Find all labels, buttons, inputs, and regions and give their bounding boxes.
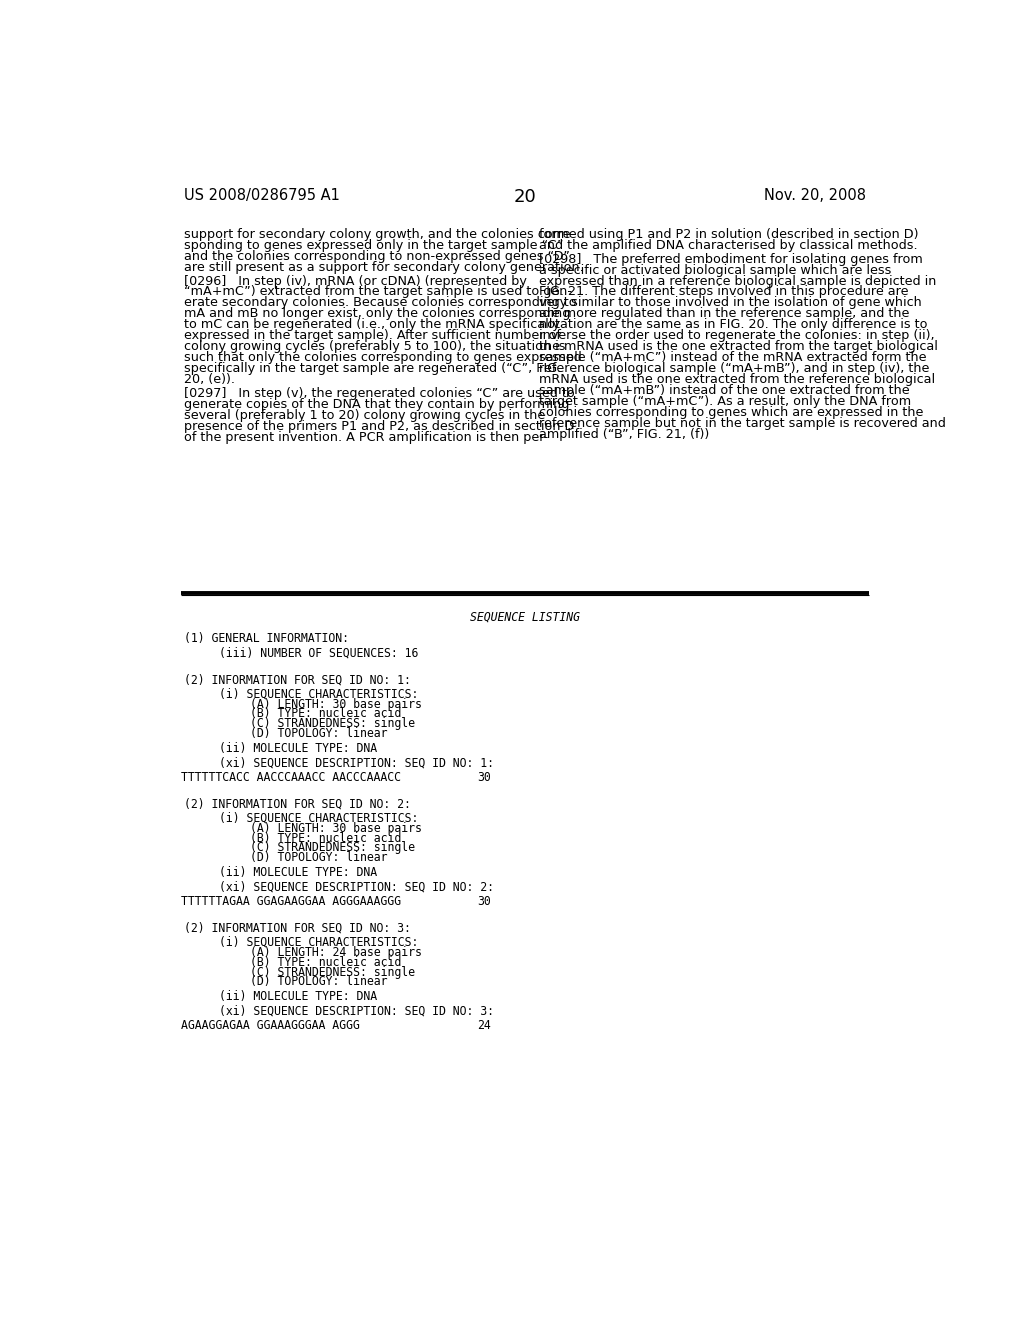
Text: (ii) MOLECULE TYPE: DNA: (ii) MOLECULE TYPE: DNA [219, 866, 378, 879]
Text: (B) TYPE: nucleic acid: (B) TYPE: nucleic acid [251, 832, 401, 845]
Text: (A) LENGTH: 30 base pairs: (A) LENGTH: 30 base pairs [251, 821, 422, 834]
Text: (B) TYPE: nucleic acid: (B) TYPE: nucleic acid [251, 956, 401, 969]
Text: (xi) SEQUENCE DESCRIPTION: SEQ ID NO: 3:: (xi) SEQUENCE DESCRIPTION: SEQ ID NO: 3: [219, 1005, 495, 1018]
Text: (B) TYPE: nucleic acid: (B) TYPE: nucleic acid [251, 708, 401, 721]
Text: mRNA used is the one extracted from the reference biological: mRNA used is the one extracted from the … [539, 374, 935, 385]
Text: (A) LENGTH: 30 base pairs: (A) LENGTH: 30 base pairs [251, 697, 422, 710]
Text: generate copies of the DNA that they contain by performing: generate copies of the DNA that they con… [183, 397, 569, 411]
Text: (C) STRANDEDNESS: single: (C) STRANDEDNESS: single [251, 841, 416, 854]
Text: TTTTTTAGAA GGAGAAGGAA AGGGAAAGGG: TTTTTTAGAA GGAGAAGGAA AGGGAAAGGG [180, 895, 400, 908]
Text: mA and mB no longer exist, only the colonies corresponding: mA and mB no longer exist, only the colo… [183, 308, 570, 321]
Text: AGAAGGAGAA GGAAAGGGAA AGGG: AGAAGGAGAA GGAAAGGGAA AGGG [180, 1019, 359, 1032]
Text: (ii) MOLECULE TYPE: DNA: (ii) MOLECULE TYPE: DNA [219, 990, 378, 1003]
Text: (C) STRANDEDNESS: single: (C) STRANDEDNESS: single [251, 717, 416, 730]
Text: to mC can be regenerated (i.e., only the mRNA specifically: to mC can be regenerated (i.e., only the… [183, 318, 560, 331]
Text: notation are the same as in FIG. 20. The only difference is to: notation are the same as in FIG. 20. The… [539, 318, 928, 331]
Text: inverse the order used to regenerate the colonies: in step (ii),: inverse the order used to regenerate the… [539, 329, 934, 342]
Text: presence of the primers P1 and P2, as described in section D: presence of the primers P1 and P2, as de… [183, 420, 574, 433]
Text: Nov. 20, 2008: Nov. 20, 2008 [764, 187, 866, 203]
Text: 30: 30 [477, 771, 490, 784]
Text: amplified (“B”, FIG. 21, (f)): amplified (“B”, FIG. 21, (f)) [539, 428, 709, 441]
Text: (D) TOPOLOGY: linear: (D) TOPOLOGY: linear [251, 975, 388, 989]
Text: (C) STRANDEDNESS: single: (C) STRANDEDNESS: single [251, 965, 416, 978]
Text: (ii) MOLECULE TYPE: DNA: (ii) MOLECULE TYPE: DNA [219, 742, 378, 755]
Text: sponding to genes expressed only in the target sample “C”: sponding to genes expressed only in the … [183, 239, 563, 252]
Text: (2) INFORMATION FOR SEQ ID NO: 1:: (2) INFORMATION FOR SEQ ID NO: 1: [183, 673, 411, 686]
Text: of the present invention. A PCR amplification is then per-: of the present invention. A PCR amplific… [183, 430, 548, 444]
Text: erate secondary colonies. Because colonies corresponding to: erate secondary colonies. Because coloni… [183, 297, 577, 309]
Text: FIG. 21. The different steps involved in this procedure are: FIG. 21. The different steps involved in… [539, 285, 908, 298]
Text: specifically in the target sample are regenerated (“C”, FIG.: specifically in the target sample are re… [183, 362, 561, 375]
Text: are more regulated than in the reference sample, and the: are more regulated than in the reference… [539, 308, 909, 321]
Text: TTTTTTCACC AACCCAAACC AACCCAAACC: TTTTTTCACC AACCCAAACC AACCCAAACC [180, 771, 400, 784]
Text: (i) SEQUENCE CHARACTERISTICS:: (i) SEQUENCE CHARACTERISTICS: [219, 688, 419, 701]
Text: (A) LENGTH: 24 base pairs: (A) LENGTH: 24 base pairs [251, 946, 422, 958]
Text: (D) TOPOLOGY: linear: (D) TOPOLOGY: linear [251, 851, 388, 865]
Text: [0297]   In step (v), the regenerated colonies “C” are used to: [0297] In step (v), the regenerated colo… [183, 387, 574, 400]
Text: the mRNA used is the one extracted from the target biological: the mRNA used is the one extracted from … [539, 341, 938, 354]
Text: expressed than in a reference biological sample is depicted in: expressed than in a reference biological… [539, 275, 936, 288]
Text: (iii) NUMBER OF SEQUENCES: 16: (iii) NUMBER OF SEQUENCES: 16 [219, 647, 419, 660]
Text: (i) SEQUENCE CHARACTERISTICS:: (i) SEQUENCE CHARACTERISTICS: [219, 812, 419, 825]
Text: (xi) SEQUENCE DESCRIPTION: SEQ ID NO: 1:: (xi) SEQUENCE DESCRIPTION: SEQ ID NO: 1: [219, 756, 495, 770]
Text: are still present as a support for secondary colony generation.: are still present as a support for secon… [183, 260, 584, 273]
Text: expressed in the target sample). After sufficient number of: expressed in the target sample). After s… [183, 329, 561, 342]
Text: 24: 24 [477, 1019, 490, 1032]
Text: formed using P1 and P2 in solution (described in section D): formed using P1 and P2 in solution (desc… [539, 227, 919, 240]
Text: (1) GENERAL INFORMATION:: (1) GENERAL INFORMATION: [183, 632, 349, 645]
Text: (2) INFORMATION FOR SEQ ID NO: 2:: (2) INFORMATION FOR SEQ ID NO: 2: [183, 797, 411, 810]
Text: sample (“mA+mC”) instead of the mRNA extracted form the: sample (“mA+mC”) instead of the mRNA ext… [539, 351, 927, 364]
Text: (i) SEQUENCE CHARACTERISTICS:: (i) SEQUENCE CHARACTERISTICS: [219, 936, 419, 949]
Text: several (preferably 1 to 20) colony growing cycles in the: several (preferably 1 to 20) colony grow… [183, 409, 545, 422]
Text: (D) TOPOLOGY: linear: (D) TOPOLOGY: linear [251, 727, 388, 741]
Text: colonies corresponding to genes which are expressed in the: colonies corresponding to genes which ar… [539, 405, 923, 418]
Text: [0298]   The preferred embodiment for isolating genes from: [0298] The preferred embodiment for isol… [539, 252, 923, 265]
Text: [0296]   In step (iv), mRNA (or cDNA) (represented by: [0296] In step (iv), mRNA (or cDNA) (rep… [183, 275, 526, 288]
Text: colony growing cycles (preferably 5 to 100), the situation is: colony growing cycles (preferably 5 to 1… [183, 341, 565, 354]
Text: SEQUENCE LISTING: SEQUENCE LISTING [470, 610, 580, 623]
Text: reference sample but not in the target sample is recovered and: reference sample but not in the target s… [539, 417, 945, 429]
Text: target sample (“mA+mC”). As a result, only the DNA from: target sample (“mA+mC”). As a result, on… [539, 395, 911, 408]
Text: (xi) SEQUENCE DESCRIPTION: SEQ ID NO: 2:: (xi) SEQUENCE DESCRIPTION: SEQ ID NO: 2: [219, 880, 495, 894]
Text: 20: 20 [513, 187, 537, 206]
Text: 20, (e)).: 20, (e)). [183, 374, 234, 385]
Text: sample (“mA+mB”) instead of the one extracted from the: sample (“mA+mB”) instead of the one extr… [539, 384, 909, 397]
Text: US 2008/0286795 A1: US 2008/0286795 A1 [183, 187, 340, 203]
Text: “mA+mC”) extracted from the target sample is used to gen-: “mA+mC”) extracted from the target sampl… [183, 285, 571, 298]
Text: and the colonies corresponding to non-expressed genes “D”: and the colonies corresponding to non-ex… [183, 249, 569, 263]
Text: reference biological sample (“mA+mB”), and in step (iv), the: reference biological sample (“mA+mB”), a… [539, 362, 929, 375]
Text: 30: 30 [477, 895, 490, 908]
Text: support for secondary colony growth, and the colonies corre-: support for secondary colony growth, and… [183, 227, 574, 240]
Text: (2) INFORMATION FOR SEQ ID NO: 3:: (2) INFORMATION FOR SEQ ID NO: 3: [183, 921, 411, 935]
Text: very similar to those involved in the isolation of gene which: very similar to those involved in the is… [539, 297, 922, 309]
Text: a specific or activated biological sample which are less: a specific or activated biological sampl… [539, 264, 891, 277]
Text: and the amplified DNA characterised by classical methods.: and the amplified DNA characterised by c… [539, 239, 918, 252]
Text: such that only the colonies corresponding to genes expressed: such that only the colonies correspondin… [183, 351, 582, 364]
